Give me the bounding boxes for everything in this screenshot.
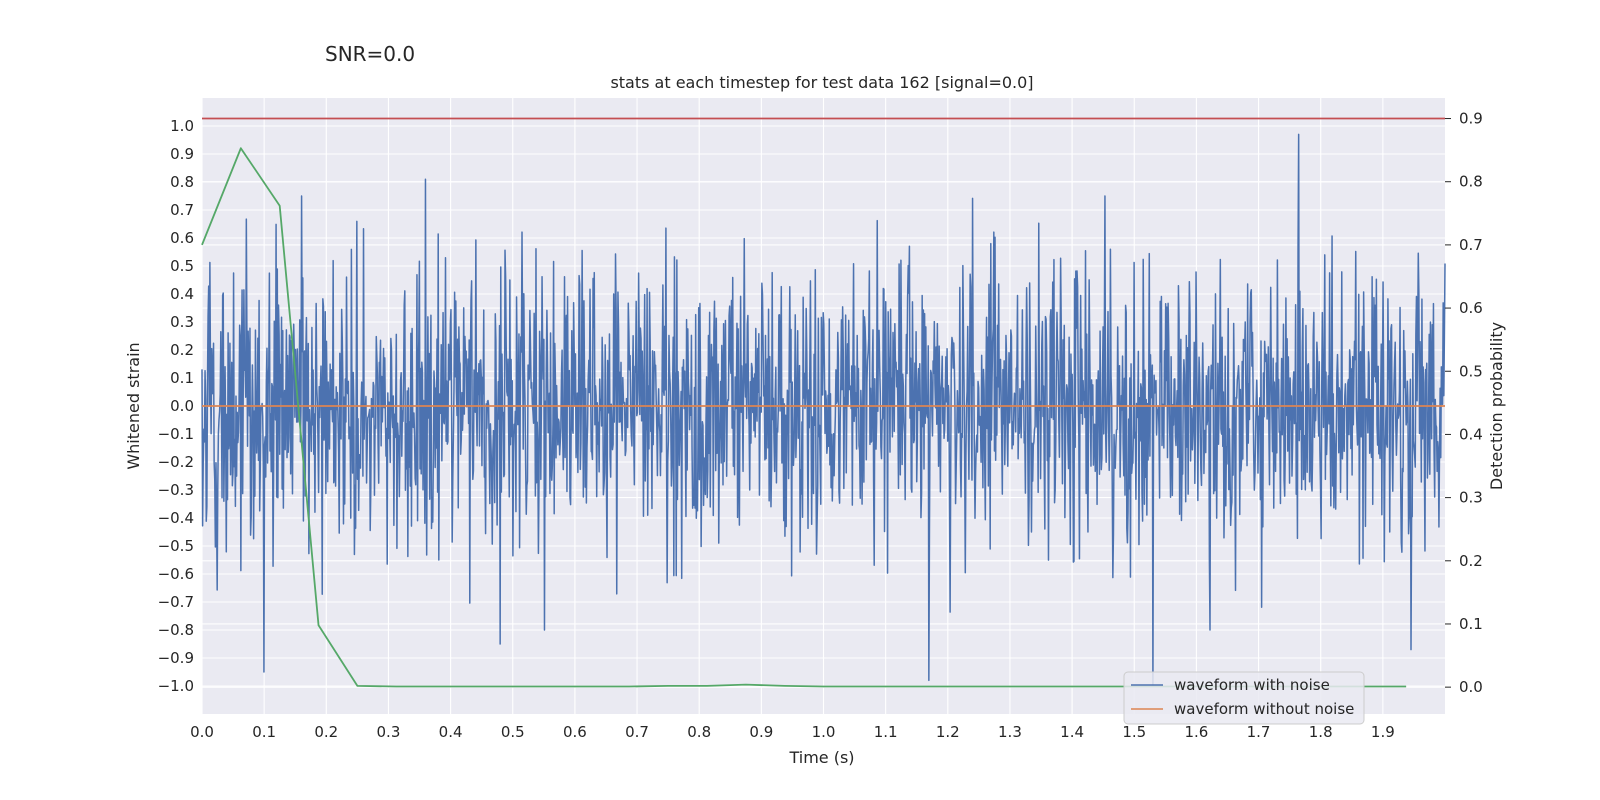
x-tick-label: 0.7 <box>625 723 649 741</box>
y-axis-ticks: 1.0 0.9 0.8 0.7 0.6 0.5 0.4 0.3 0.2 0.1 0.0 −0.1 −0.… <box>158 117 194 695</box>
x-tick-label: 1.6 <box>1184 723 1208 741</box>
x-tick-label: 0.3 <box>377 723 401 741</box>
x-tick-label: 0.2 <box>314 723 338 741</box>
legend: waveform with noise waveform without noi… <box>1123 671 1365 725</box>
x-axis-ticks: 0.0 0.1 0.2 0.3 0.4 0.5 0.6 0.7 0.8 0.9 1.0 1.1 1.2 1… <box>190 723 1395 741</box>
y-right-tick-label: 0.1 <box>1459 615 1483 633</box>
x-tick-label: 1.3 <box>998 723 1022 741</box>
chart-title: stats at each timestep for test data 162… <box>610 73 1033 92</box>
y-right-tick-label: 0.9 <box>1459 110 1483 128</box>
y-tick-label: 0.7 <box>170 201 194 219</box>
y-right-tick-label: 0.5 <box>1459 362 1483 380</box>
series-waveform-with-noise <box>201 133 1446 687</box>
y-tick-label: −0.6 <box>158 565 194 583</box>
y-right-axis-ticks: 0.9 0.8 0.7 0.6 0.5 0.4 0.3 0.2 0.1 0.0 <box>1445 110 1483 696</box>
y-tick-label: 0.9 <box>170 145 194 163</box>
x-axis-label: Time (s) <box>788 748 854 767</box>
y-tick-label: 0.8 <box>170 173 194 191</box>
y-tick-label: 0.3 <box>170 313 194 331</box>
x-tick-label: 1.8 <box>1309 723 1333 741</box>
y-tick-label: −0.3 <box>158 481 194 499</box>
legend-box <box>1123 671 1365 725</box>
x-tick-label: 1.0 <box>812 723 836 741</box>
y-tick-label: 0.4 <box>170 285 194 303</box>
x-tick-label: 0.8 <box>687 723 711 741</box>
y-tick-label: 0.5 <box>170 257 194 275</box>
legend-label-noise: waveform with noise <box>1174 676 1330 694</box>
y-tick-label: −0.8 <box>158 621 194 639</box>
x-tick-label: 0.9 <box>749 723 773 741</box>
x-tick-label: 0.0 <box>190 723 214 741</box>
x-tick-label: 0.5 <box>501 723 525 741</box>
x-tick-label: 1.9 <box>1371 723 1395 741</box>
y-right-tick-label: 0.6 <box>1459 299 1483 317</box>
x-tick-label: 0.4 <box>439 723 463 741</box>
y-axis-label: Whitened strain <box>124 342 143 469</box>
y-tick-label: −0.5 <box>158 537 194 555</box>
x-tick-label: 0.1 <box>252 723 276 741</box>
y-right-tick-label: 0.4 <box>1459 425 1483 443</box>
x-tick-label: 1.2 <box>936 723 960 741</box>
suptitle: SNR=0.0 <box>325 42 415 66</box>
y-tick-label: 0.6 <box>170 229 194 247</box>
y-tick-label: −0.4 <box>158 509 194 527</box>
x-tick-label: 0.6 <box>563 723 587 741</box>
legend-label-clean: waveform without noise <box>1174 700 1354 718</box>
y-right-tick-label: 0.8 <box>1459 173 1483 191</box>
y-right-tick-label: 0.7 <box>1459 236 1483 254</box>
y-right-tick-label: 0.0 <box>1459 678 1483 696</box>
x-tick-label: 1.1 <box>874 723 898 741</box>
y-right-tick-label: 0.2 <box>1459 552 1483 570</box>
x-tick-label: 1.5 <box>1122 723 1146 741</box>
y-right-tick-label: 0.3 <box>1459 489 1483 507</box>
y-right-axis-label: Detection probability <box>1487 322 1506 490</box>
x-tick-label: 1.7 <box>1247 723 1271 741</box>
y-tick-label: 0.2 <box>170 341 194 359</box>
y-tick-label: −1.0 <box>158 677 194 695</box>
y-tick-label: −0.1 <box>158 425 194 443</box>
y-tick-label: 1.0 <box>170 117 194 135</box>
y-tick-label: 0.0 <box>170 397 194 415</box>
y-tick-label: 0.1 <box>170 369 194 387</box>
y-tick-label: −0.9 <box>158 649 194 667</box>
x-tick-label: 1.4 <box>1060 723 1084 741</box>
y-tick-label: −0.7 <box>158 593 194 611</box>
y-tick-label: −0.2 <box>158 453 194 471</box>
